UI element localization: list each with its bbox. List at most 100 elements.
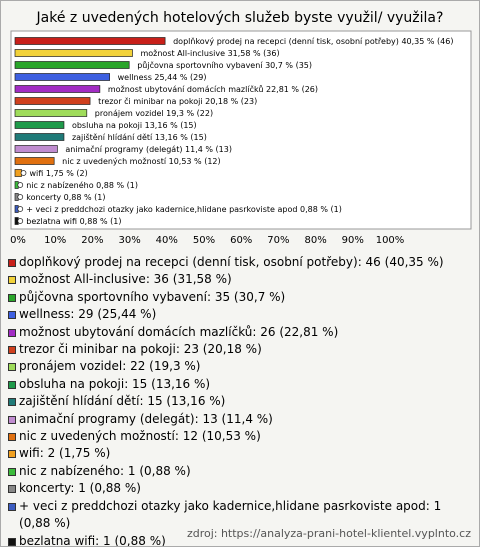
legend-swatch [8,450,16,459]
legend-category: koncerty [19,481,71,496]
legend-item: nic z uvedených možností: 12 (10,53 %) [7,428,469,445]
bar-label-percent: 40,35 % [401,37,434,46]
legend-item: animační programy (delegát): 13 (11,4 %) [7,411,469,428]
legend-percent: 30,7 % [238,289,281,304]
bar-label-count: 1 [97,193,102,202]
legend-item: pronájem vozidel: 22 (19,3 %) [7,358,469,375]
legend-category: trezor či minibar na pokoji [19,342,176,357]
bar-cap [17,218,24,224]
bar-label-count: 1 [113,217,118,226]
bar [14,133,65,141]
x-tick-label: 10% [44,235,66,246]
x-tick-label: 40% [156,235,178,246]
legend-category: nic z nabízeného [19,463,120,478]
bar-label: obsluha na pokoji 13,16 % (15) [72,121,197,130]
bar-label-percent: 0,88 % [64,193,92,202]
bar-label-count: 36 [266,49,276,58]
legend-item: možnost ubytování domácích mazlíčků: 26 … [7,324,469,341]
legend-count: 22 [130,359,146,374]
bar-label-category: pronájem vozidel [95,109,164,118]
bar-label-percent: 22,81 % [266,85,299,94]
bar-label-count: 26 [305,85,315,94]
bar-cap [17,206,24,212]
bar [14,97,91,105]
legend-count: 2 [47,446,56,461]
legend-count: 46 [365,255,381,269]
legend-count: 1 [103,533,111,547]
legend-item: doplňkový prodej na recepci (denní tisk,… [7,254,469,271]
legend-category: bezlatna wifi [19,533,96,547]
legend-percent: 20,18 % [207,342,258,357]
bar [14,61,130,69]
legend-category: možnost ubytování domácích mazlíčků [19,324,253,339]
legend-swatch [8,485,16,494]
legend-percent: 10,53 % [206,429,257,444]
bar-label: zajištění hlídání dětí 13,16 % (15) [72,132,207,142]
bar-label-percent: 1,75 % [46,169,74,178]
bar-label-category: trezor či minibar na pokoji [98,96,203,106]
legend-count: 12 [182,429,198,444]
legend-swatch [8,259,16,267]
bar-label-count: 46 [440,37,450,46]
bar [14,157,55,165]
legend-count: 36 [153,272,169,287]
bar-label-category: wifi [30,169,44,178]
legend-category: + veci z preddchozi otazky jako kadernic… [19,498,426,513]
x-tick-label: 70% [267,235,289,246]
bar-label-count: 2 [80,169,85,178]
bar-label-category: možnost All-inclusive [140,49,225,58]
x-tick-label: 100% [376,235,405,246]
legend-item: wifi: 2 (1,75 %) [7,445,469,462]
x-tick-label: 0% [10,235,26,246]
legend-swatch [8,380,16,389]
bar-label-count: 12 [207,157,217,166]
bar-label-category: nic z nabízeného [26,180,93,190]
legend-item: nic z nabízeného: 1 (0,88 %) [7,463,469,480]
legend-item: + veci z preddchozi otazky jako kadernic… [7,498,469,533]
bar-label-percent: 0,88 % [96,181,124,190]
bar [14,49,133,57]
bar [14,109,88,117]
legend-count: 15 [132,376,148,391]
legend-category: zajištění hlídání dětí [19,394,140,409]
legend-percent: 13,16 % [171,394,221,409]
bar-label-category: + veci z preddchozi otazky jako kadernic… [26,205,297,214]
bar-cap [17,194,24,200]
legend-item: trezor či minibar na pokoji: 23 (20,18 %… [7,341,469,358]
bar-label-category: koncerty [26,193,61,202]
bar-label: koncerty 0,88 % (1) [26,193,105,202]
legend-swatch [8,398,16,407]
legend-category: doplňkový prodej na recepci (denní tisk,… [19,255,358,269]
legend-count: 1 [127,463,136,478]
bar-label-count: 15 [194,133,204,142]
bar [14,121,65,129]
source: zdroj: https://analyza-prani-hotel-klien… [186,527,471,540]
legend-percent: 31,58 % [177,272,228,287]
legend-percent: 0,88 % [144,463,186,478]
chart-title: Jaké z uvedených hotelových služeb byste… [36,10,444,26]
legend-percent: 0,88 % [119,533,162,547]
legend-count: 15 [147,394,163,409]
bar-label-count: 35 [299,61,309,70]
bar-label: pronájem vozidel 19,3 % (22) [95,109,213,118]
bar-label-count: 1 [130,181,135,190]
legend-count: 1 [78,481,86,496]
legend-swatch [8,502,16,511]
bar-label-percent: 30,7 % [265,61,293,70]
bar-label: doplňkový prodej na recepci (denní tisk,… [173,36,453,46]
legend-category: animační programy (delegát) [19,411,195,426]
legend-category: možnost All-inclusive [19,272,146,287]
legend-percent: 25,44 % [102,307,152,322]
legend-count: 23 [183,342,199,357]
legend-percent: 13,16 % [155,376,206,391]
legend-category: pronájem vozidel [19,359,123,374]
bar [14,169,22,177]
bar-label-percent: 19,3 % [166,109,194,118]
legend-category: wifi [19,446,40,461]
legend-count: 1 [433,498,442,513]
bar-label-count: 29 [193,73,203,82]
bar-label-count: 13 [219,145,229,154]
chart: Jaké z uvedených hotelových služeb byste… [10,10,472,246]
bar-label-category: animační programy (delegát) [65,144,182,154]
bar-label-category: zajištění hlídání dětí [72,132,153,142]
